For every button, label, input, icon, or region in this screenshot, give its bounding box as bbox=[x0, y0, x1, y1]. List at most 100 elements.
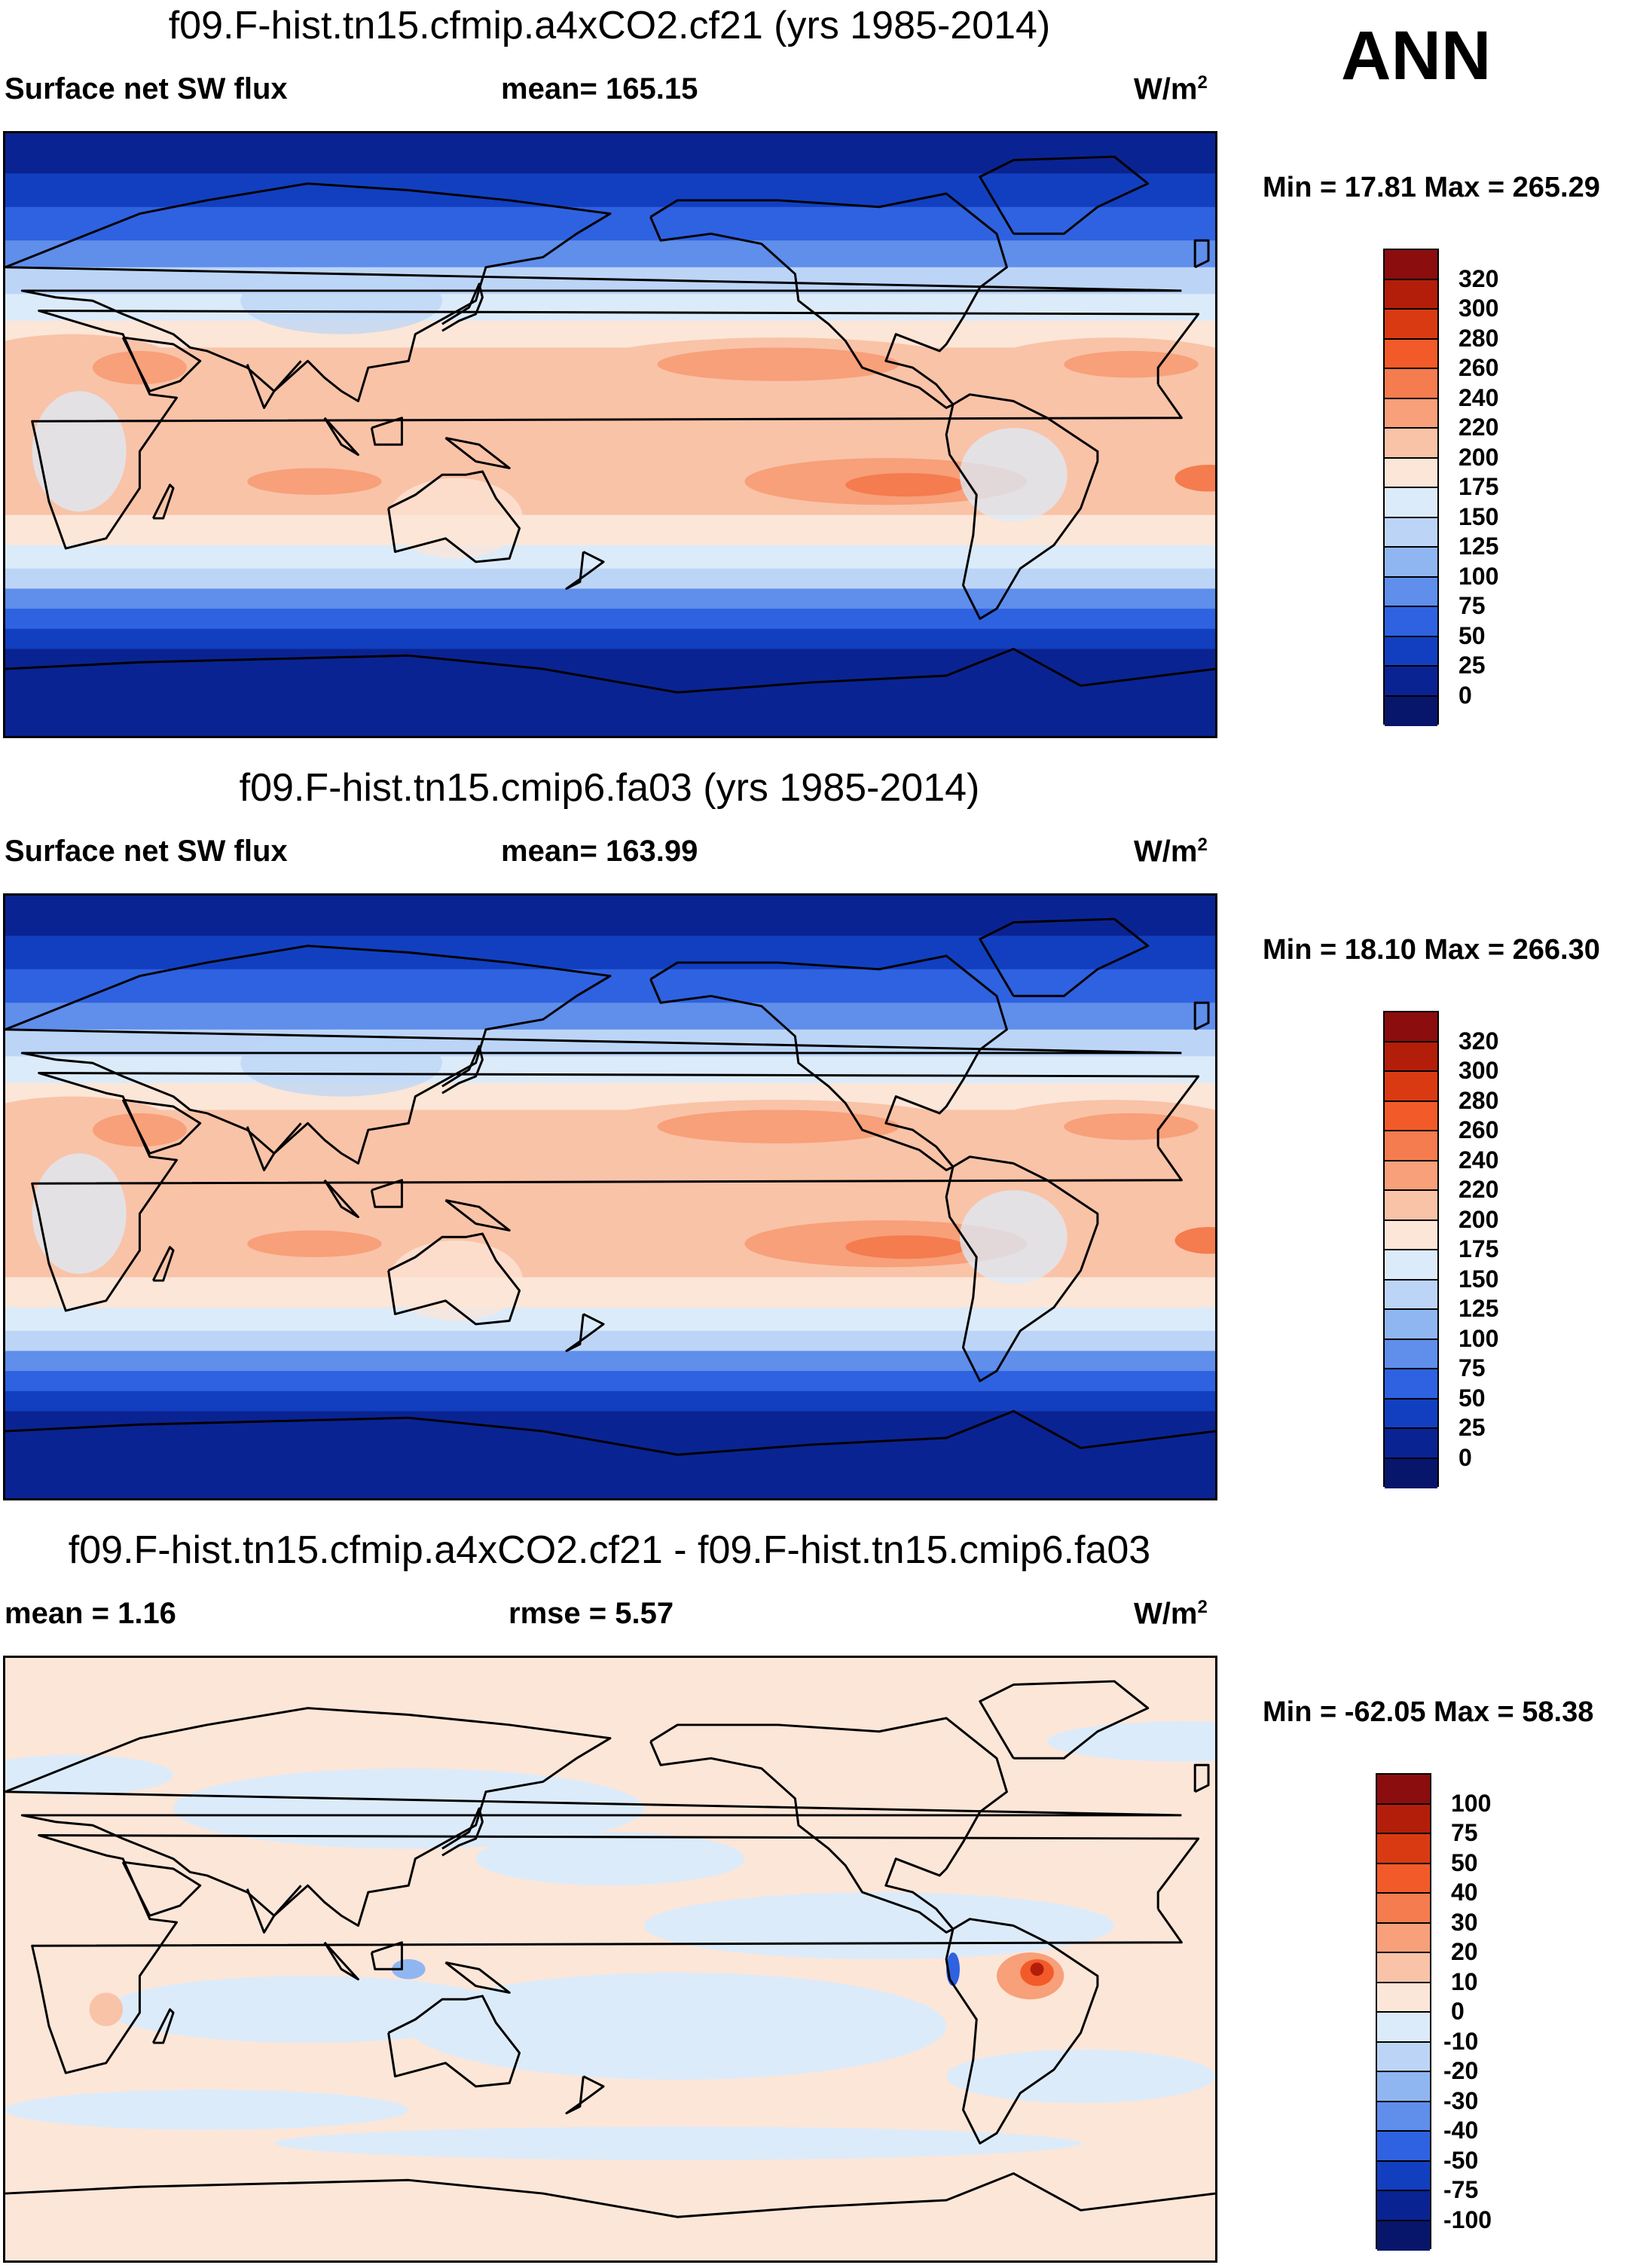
colorbar-tick-label: -20 bbox=[1443, 2057, 1479, 2084]
panel-2-mean-label: mean= 163.99 bbox=[501, 835, 698, 868]
colorbar-tick-label: 220 bbox=[1459, 1176, 1499, 1203]
colorbar-box bbox=[1385, 1310, 1437, 1340]
colorbar-tick-label: 100 bbox=[1451, 1789, 1492, 1817]
colorbar-box bbox=[1377, 1953, 1430, 1983]
colorbar-box bbox=[1385, 458, 1437, 488]
panel-2-minmax: Min = 18.10 Max = 266.30 bbox=[1263, 934, 1600, 966]
colorbar-box bbox=[1385, 1072, 1437, 1102]
colorbar-tick-label: 100 bbox=[1459, 1324, 1499, 1352]
colorbar-tick-label: 280 bbox=[1459, 324, 1499, 352]
colorbar-tick-label: -10 bbox=[1443, 2027, 1479, 2055]
colorbar-box bbox=[1377, 1775, 1430, 1805]
colorbar-box bbox=[1385, 1131, 1437, 1161]
colorbar-tick-label: 100 bbox=[1459, 562, 1499, 590]
panel-1-unit-label: W/m2 bbox=[1134, 72, 1208, 106]
colorbar-box bbox=[1385, 696, 1437, 726]
colorbar-box bbox=[1377, 1804, 1430, 1834]
colorbar-tick-label: -75 bbox=[1443, 2176, 1479, 2203]
colorbar-tick-label: 30 bbox=[1451, 1908, 1478, 1936]
map-field bbox=[5, 896, 1215, 1498]
colorbar-box bbox=[1385, 310, 1437, 340]
colorbar-tick-label: 0 bbox=[1451, 1998, 1465, 2025]
colorbar-tick-label: 0 bbox=[1459, 1443, 1472, 1471]
colorbar-box bbox=[1377, 2161, 1430, 2191]
colorbar-box bbox=[1385, 1458, 1437, 1488]
colorbar-box bbox=[1377, 2013, 1430, 2043]
colorbar-box bbox=[1385, 1339, 1437, 1369]
colorbar-box bbox=[1385, 398, 1437, 429]
colorbar-box bbox=[1385, 636, 1437, 667]
panel-3-rmse-label: rmse = 5.57 bbox=[509, 1597, 674, 1630]
colorbar-tick-label: 150 bbox=[1459, 1265, 1499, 1293]
colorbar-box bbox=[1385, 1399, 1437, 1429]
colorbar-tick-label: 20 bbox=[1451, 1938, 1478, 1965]
colorbar-tick-label: 25 bbox=[1459, 652, 1486, 679]
colorbar-tick-label: 75 bbox=[1451, 1819, 1478, 1846]
colorbar-box bbox=[1377, 1923, 1430, 1953]
colorbar-tick-label: 125 bbox=[1459, 1295, 1499, 1322]
colorbar-tick-label: 50 bbox=[1451, 1848, 1478, 1876]
panel-3-colorbar bbox=[1376, 1773, 1431, 2251]
panel-3-title: f09.F-hist.tn15.cfmip.a4xCO2.cf21 - f09.… bbox=[68, 1528, 1151, 1572]
colorbar-box bbox=[1385, 279, 1437, 310]
panel-2-unit-label: W/m2 bbox=[1134, 835, 1208, 868]
panel-2-title: f09.F-hist.tn15.cmip6.fa03 (yrs 1985-201… bbox=[239, 766, 980, 810]
colorbar-tick-label: 175 bbox=[1459, 473, 1499, 500]
colorbar-tick-label: 150 bbox=[1459, 502, 1499, 530]
colorbar-tick-label: 50 bbox=[1459, 621, 1486, 649]
colorbar-box bbox=[1377, 2102, 1430, 2132]
colorbar-tick-label: 260 bbox=[1459, 1116, 1499, 1143]
colorbar-tick-label: 300 bbox=[1459, 295, 1499, 322]
colorbar-box bbox=[1377, 2132, 1430, 2162]
colorbar-box bbox=[1385, 369, 1437, 399]
colorbar-tick-label: -30 bbox=[1443, 2086, 1479, 2114]
colorbar-box bbox=[1377, 2072, 1430, 2102]
colorbar-tick-label: -50 bbox=[1443, 2146, 1479, 2174]
colorbar-tick-label: 50 bbox=[1459, 1384, 1486, 1412]
colorbar-box bbox=[1385, 548, 1437, 578]
colorbar-box bbox=[1377, 1864, 1430, 1894]
panel-1-map bbox=[3, 131, 1217, 738]
colorbar-tick-label: 125 bbox=[1459, 533, 1499, 560]
colorbar-tick-label: 300 bbox=[1459, 1057, 1499, 1084]
colorbar-box bbox=[1377, 1834, 1430, 1864]
colorbar-tick-label: 280 bbox=[1459, 1086, 1499, 1114]
colorbar-tick-label: 200 bbox=[1459, 443, 1499, 471]
colorbar-box bbox=[1385, 1161, 1437, 1191]
colorbar-box bbox=[1377, 2191, 1430, 2221]
colorbar-box bbox=[1385, 429, 1437, 459]
colorbar-box bbox=[1377, 2221, 1430, 2251]
colorbar-tick-label: 240 bbox=[1459, 383, 1499, 411]
colorbar-box bbox=[1385, 517, 1437, 548]
colorbar-tick-label: 200 bbox=[1459, 1205, 1499, 1233]
colorbar-tick-label: 40 bbox=[1451, 1879, 1478, 1906]
panel-2-map bbox=[3, 893, 1217, 1500]
panel-3-map bbox=[3, 1656, 1217, 2263]
season-label: ANN bbox=[1341, 17, 1492, 94]
colorbar-box bbox=[1385, 577, 1437, 607]
panel-1-colorbar bbox=[1383, 249, 1439, 726]
colorbar-box bbox=[1377, 1894, 1430, 1924]
colorbar-tick-label: 220 bbox=[1459, 414, 1499, 441]
colorbar-tick-label: 240 bbox=[1459, 1146, 1499, 1174]
colorbar-box bbox=[1385, 250, 1437, 280]
colorbar-tick-label: 0 bbox=[1459, 681, 1472, 709]
colorbar-box bbox=[1385, 1280, 1437, 1310]
map-field bbox=[5, 133, 1215, 736]
panel-2-variable-label: Surface net SW flux bbox=[5, 835, 288, 868]
colorbar-box bbox=[1377, 1983, 1430, 2013]
colorbar-box bbox=[1385, 1042, 1437, 1072]
colorbar-box bbox=[1385, 1220, 1437, 1250]
colorbar-box bbox=[1385, 1429, 1437, 1459]
panel-1-mean-label: mean= 165.15 bbox=[501, 72, 698, 105]
panel-3-mean-label: mean = 1.16 bbox=[5, 1597, 176, 1630]
map-field bbox=[5, 1658, 1215, 2260]
colorbar-tick-label: 75 bbox=[1459, 1354, 1486, 1381]
colorbar-tick-label: 320 bbox=[1459, 264, 1499, 292]
colorbar-box bbox=[1385, 339, 1437, 369]
colorbar-tick-label: 25 bbox=[1459, 1414, 1486, 1441]
colorbar-tick-label: 175 bbox=[1459, 1235, 1499, 1262]
panel-1-minmax: Min = 17.81 Max = 265.29 bbox=[1263, 172, 1600, 203]
panel-1-title: f09.F-hist.tn15.cfmip.a4xCO2.cf21 (yrs 1… bbox=[168, 4, 1051, 47]
colorbar-tick-label: -100 bbox=[1443, 2205, 1492, 2233]
